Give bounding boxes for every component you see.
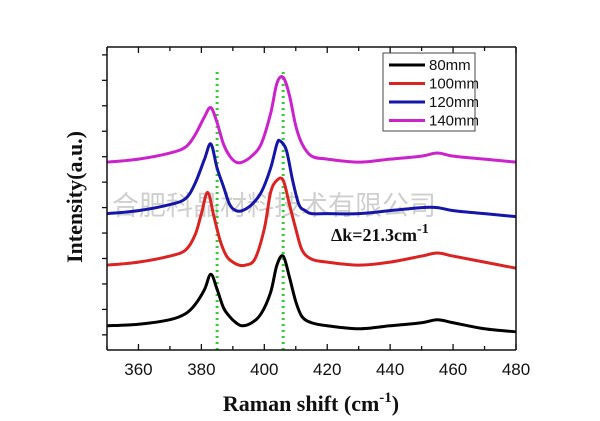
x-tick-label-380: 380 xyxy=(187,360,215,379)
series-group xyxy=(106,75,517,334)
series-line-120mm xyxy=(106,138,517,219)
x-tick-label-460: 460 xyxy=(439,360,467,379)
x-tick-label-420: 420 xyxy=(313,360,341,379)
x-axis-title-close: ) xyxy=(392,391,399,416)
legend-label-140mm: 140mm xyxy=(429,113,479,130)
reference-lines xyxy=(215,72,285,350)
axes xyxy=(102,46,517,351)
legend-label-100mm: 100mm xyxy=(429,76,479,93)
x-tick-labels: 360 380 400 420 440 460 480 xyxy=(124,360,530,379)
x-tick-label-360: 360 xyxy=(124,360,152,379)
series-line-100mm xyxy=(106,176,517,270)
legend-label-120mm: 120mm xyxy=(429,94,479,111)
series-line-80mm xyxy=(106,254,517,334)
x-tick-label-480: 480 xyxy=(502,360,530,379)
x-tick-label-440: 440 xyxy=(376,360,404,379)
annotation-main: Δk=21.3cm xyxy=(331,225,417,245)
x-axis-title-main: Raman shift (cm xyxy=(223,391,379,416)
x-axis-title: Raman shift (cm-1) xyxy=(223,390,399,416)
series-line-140mm xyxy=(106,75,517,165)
delta-k-annotation: Δk=21.3cm-1 xyxy=(331,222,429,245)
x-axis-title-sup: -1 xyxy=(379,390,392,406)
legend-label-80mm: 80mm xyxy=(429,57,471,74)
x-tick-label-400: 400 xyxy=(250,360,278,379)
annotation-sup: -1 xyxy=(417,222,429,237)
y-axis-title: Intensity(a.u.) xyxy=(62,131,87,263)
